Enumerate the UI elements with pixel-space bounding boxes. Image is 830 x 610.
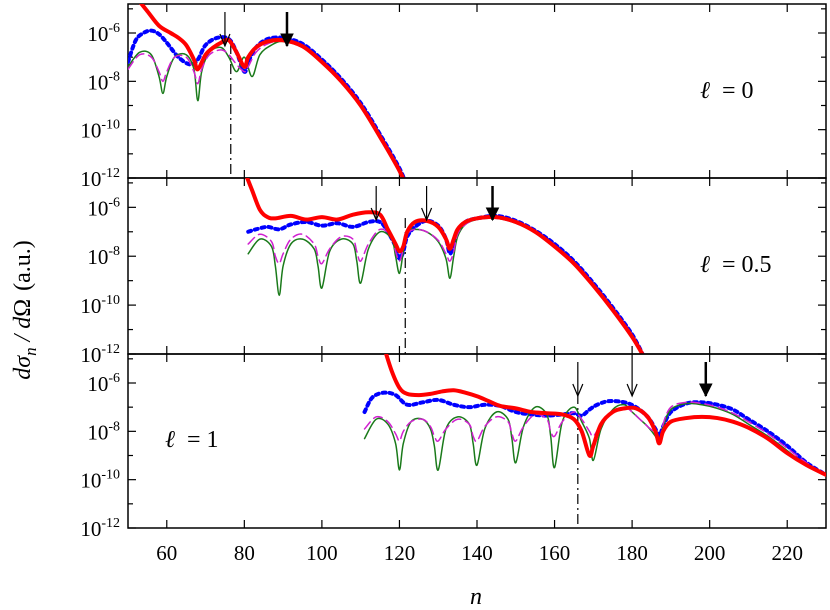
y-tick-label: 10-8 bbox=[87, 419, 120, 444]
ylabel-sub: n bbox=[21, 347, 40, 356]
y-tick-exp: -12 bbox=[101, 166, 120, 181]
thin-arrow bbox=[219, 12, 231, 48]
x-tick-label: 120 bbox=[384, 541, 416, 565]
y-tick-label: 10-10 bbox=[80, 468, 120, 493]
x-tick-label: 80 bbox=[234, 541, 255, 565]
y-tick-exp: -8 bbox=[108, 244, 120, 259]
y-tick-label: 10-6 bbox=[87, 371, 120, 396]
thick-arrow bbox=[280, 12, 294, 48]
y-tick-base: 10 bbox=[87, 420, 108, 444]
y-tick-label: 10-12 bbox=[80, 166, 120, 191]
y-tick-exp: -6 bbox=[108, 195, 120, 210]
y-tick-base: 10 bbox=[80, 294, 101, 318]
panel-label-eq: = 0 bbox=[722, 78, 754, 104]
panel-label-ell: ℓ bbox=[700, 78, 710, 104]
panel-label-eq: = 1 bbox=[187, 427, 219, 453]
svg-text:dσn / dΩ(a.u.): dσn / dΩ (a.u.) bbox=[10, 240, 40, 380]
y-tick-base: 10 bbox=[87, 372, 108, 396]
y-tick-label: 10-10 bbox=[80, 118, 120, 143]
x-tick-label: 220 bbox=[771, 541, 803, 565]
y-tick-label: 10-8 bbox=[87, 69, 120, 94]
y-tick-exp: -10 bbox=[101, 468, 120, 483]
x-tick-label: 180 bbox=[616, 541, 648, 565]
y-tick-exp: -8 bbox=[108, 419, 120, 434]
y-tick-base: 10 bbox=[80, 343, 101, 367]
y-tick-base: 10 bbox=[87, 70, 108, 94]
y-tick-exp: -12 bbox=[101, 342, 120, 357]
thin-arrow bbox=[572, 362, 584, 398]
panel-label-eq: = 0.5 bbox=[722, 252, 772, 278]
y-tick-exp: -6 bbox=[108, 21, 120, 36]
ylabel-mid: / d bbox=[10, 316, 36, 348]
series-group bbox=[128, 4, 406, 178]
y-tick-exp: -6 bbox=[108, 371, 120, 386]
panel-label: ℓ = 0 bbox=[700, 78, 754, 104]
panel-label-ell: ℓ bbox=[700, 252, 710, 278]
ylabel-units: (a.u.) bbox=[10, 240, 36, 291]
panel-label: ℓ = 0.5 bbox=[700, 252, 772, 278]
y-tick-base: 10 bbox=[87, 196, 108, 220]
y-tick-exp: -8 bbox=[108, 69, 120, 84]
y-tick-base: 10 bbox=[80, 517, 101, 541]
y-tick-exp: -10 bbox=[101, 293, 120, 308]
y-tick-label: 10-10 bbox=[80, 293, 120, 318]
y-tick-base: 10 bbox=[80, 167, 101, 191]
ylabel-d: d bbox=[10, 367, 36, 380]
y-tick-label: 10-6 bbox=[87, 195, 120, 220]
x-tick-label: 200 bbox=[694, 541, 726, 565]
panel-label: ℓ = 1 bbox=[165, 427, 219, 453]
ylabel-sigma: σ bbox=[10, 355, 36, 368]
x-tick-labels: 60 80 100 120 140 160 180 200 220 bbox=[156, 541, 803, 565]
panel-label-ell: ℓ bbox=[165, 427, 175, 453]
x-axis-title: n bbox=[470, 584, 482, 610]
series-group bbox=[245, 178, 645, 354]
y-tick-label: 10-6 bbox=[87, 21, 120, 46]
y-tick-label: 10-12 bbox=[80, 516, 120, 541]
x-tick-label: 60 bbox=[156, 541, 177, 565]
ylabel-omega: Ω bbox=[10, 299, 36, 317]
y-tick-base: 10 bbox=[87, 22, 108, 46]
y-tick-exp: -12 bbox=[101, 516, 120, 531]
y-tick-base: 10 bbox=[80, 119, 101, 143]
thin-arrow bbox=[626, 362, 638, 398]
x-tick-label: 100 bbox=[306, 541, 338, 565]
series-group bbox=[362, 354, 826, 477]
series-thin-green-solid bbox=[363, 402, 826, 476]
y-tick-base: 10 bbox=[87, 245, 108, 269]
y-tick-label: 10-12 bbox=[80, 342, 120, 367]
series-thick-red-solid bbox=[245, 178, 645, 354]
y-tick-label: 10-8 bbox=[87, 244, 120, 269]
panel-frame bbox=[127, 353, 827, 529]
series-dashed-magenta bbox=[363, 401, 826, 476]
series-dotted-blue bbox=[362, 390, 826, 477]
series-thick-red-solid bbox=[139, 4, 406, 178]
thick-arrow bbox=[698, 362, 713, 398]
thick-arrow bbox=[485, 186, 500, 222]
x-tick-label: 140 bbox=[461, 541, 493, 565]
y-tick-exp: -10 bbox=[101, 118, 120, 133]
x-tick-label: 160 bbox=[539, 541, 571, 565]
y-axis-title: dσn / dΩ (a.u.) bbox=[10, 240, 40, 380]
thin-arrow bbox=[370, 186, 382, 222]
thin-arrow bbox=[421, 186, 433, 222]
series-thick-red-solid bbox=[384, 354, 826, 477]
y-tick-base: 10 bbox=[80, 469, 101, 493]
